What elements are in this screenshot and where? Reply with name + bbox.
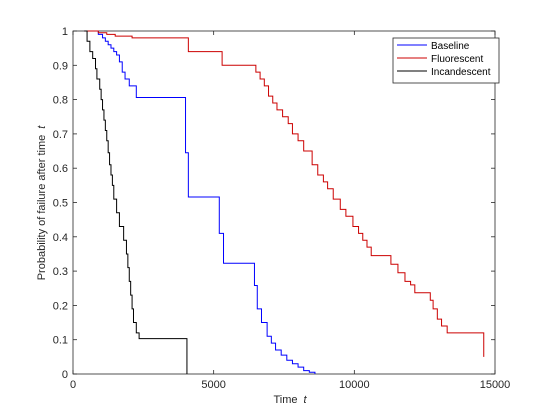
y-tick-label: 0 — [62, 369, 68, 381]
x-axis-label: Time t — [273, 394, 307, 406]
legend-label-baseline: Baseline — [431, 41, 470, 52]
x-tick-label: 0 — [70, 379, 76, 391]
x-tick-label: 15000 — [480, 379, 511, 391]
y-tick-label: 1 — [62, 26, 68, 38]
y-tick-label: 0.2 — [53, 300, 68, 312]
series-line-baseline — [84, 30, 316, 374]
y-tick-label: 0.4 — [53, 232, 68, 244]
series-line-incandescent — [84, 30, 188, 374]
y-axis-label: Probability of failure after timet — [36, 125, 48, 281]
y-tick-label: 0.9 — [53, 60, 68, 72]
y-tick-label: 0.5 — [53, 198, 68, 210]
y-tick-label: 0.8 — [53, 95, 68, 107]
legend-label-fluorescent: Fluorescent — [431, 54, 483, 65]
x-tick-label: 10000 — [339, 379, 370, 391]
y-tick-label: 0.3 — [53, 266, 68, 278]
y-tick-label: 0.6 — [53, 163, 68, 175]
plot-area-frame — [72, 30, 496, 375]
y-tick-label: 0.1 — [53, 335, 68, 347]
axes-box — [72, 30, 496, 375]
y-tick-label: 0.7 — [53, 129, 68, 141]
legend: Baseline Fluorescent Incandescent — [392, 37, 500, 84]
series-line-fluorescent — [84, 30, 485, 357]
x-tick-label: 5000 — [201, 379, 225, 391]
legend-label-incandescent: Incandescent — [431, 67, 491, 78]
series-layer — [84, 30, 485, 374]
ticks-layer: 0 5000 10000 15000 0 0.1 0.2 0.3 0.4 0.5 0.6 0.7 0.8… — [53, 26, 511, 391]
